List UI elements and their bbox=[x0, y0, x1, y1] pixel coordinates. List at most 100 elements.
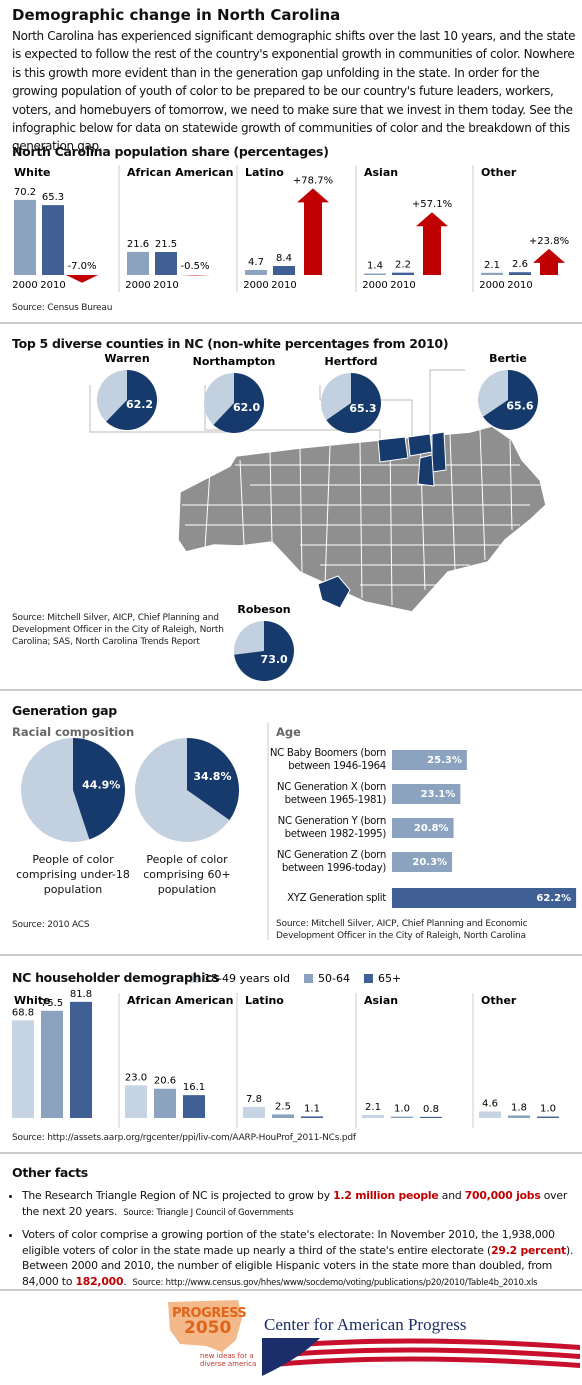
category-label: 2000 bbox=[125, 280, 150, 291]
bar bbox=[243, 1106, 265, 1118]
bar bbox=[12, 1020, 34, 1118]
value-label: 8.4 bbox=[276, 253, 292, 264]
value-label: 20.8% bbox=[414, 823, 449, 834]
bar bbox=[392, 818, 454, 838]
bar bbox=[154, 1088, 176, 1118]
legend-swatch bbox=[190, 974, 199, 983]
bar bbox=[392, 888, 577, 908]
county-lines bbox=[182, 429, 540, 606]
value-label: 2.6 bbox=[512, 259, 528, 270]
logo-text: PROGRESS bbox=[172, 1306, 247, 1321]
value-label: 2.1 bbox=[365, 1102, 381, 1113]
bar bbox=[420, 1116, 442, 1118]
value-label: 23.0 bbox=[125, 1072, 147, 1083]
value-label: 75.5 bbox=[41, 998, 63, 1009]
fact-text: 700,000 jobs bbox=[464, 1189, 541, 1202]
value-label: 2.5 bbox=[275, 1101, 291, 1112]
category-label: XYZ Generation split bbox=[287, 892, 386, 904]
pie-label: 65.3 bbox=[349, 402, 376, 415]
group-title: Asian bbox=[364, 994, 398, 1007]
bar bbox=[508, 1115, 530, 1118]
category-label: 2010 bbox=[507, 280, 532, 291]
nc-map bbox=[89, 369, 547, 613]
pie-label: 62.0 bbox=[233, 401, 260, 414]
map-dots bbox=[168, 1300, 242, 1352]
fact-list: The Research Triangle Region of NC is pr… bbox=[8, 1188, 582, 1297]
stripe bbox=[262, 1356, 580, 1368]
value-label: 21.5 bbox=[155, 239, 177, 250]
stripe bbox=[262, 1347, 580, 1359]
progress-logo bbox=[168, 1300, 242, 1352]
bar bbox=[42, 205, 64, 275]
pie-caption: People of color comprising under-18 popu… bbox=[16, 853, 130, 896]
source: Source: Mitchell Silver, AICP, Chief Pla… bbox=[12, 613, 224, 647]
fact-source: Source: http://www.census.gov/hhes/www/s… bbox=[132, 1277, 538, 1288]
fact-text: Voters of color comprise a growing porti… bbox=[22, 1228, 555, 1257]
logo-tagline: new ideas for a diverse america bbox=[200, 1352, 257, 1368]
section-title: Top 5 diverse counties in NC (non-white … bbox=[12, 336, 449, 351]
pie-title: Northampton bbox=[193, 355, 276, 368]
fact-text: ). Between 2000 and 2010, the number of … bbox=[22, 1243, 574, 1288]
fact: The Research Triangle Region of NC is pr… bbox=[22, 1188, 582, 1221]
pie-slice bbox=[483, 370, 539, 431]
category-label: 2000 bbox=[479, 280, 504, 291]
pie-slice bbox=[73, 738, 126, 840]
bar bbox=[364, 273, 386, 275]
cap-logo bbox=[262, 1338, 580, 1376]
category-label: 2000 bbox=[362, 280, 387, 291]
pie-label: 65.6 bbox=[506, 399, 533, 412]
value-label: 0.8 bbox=[423, 1104, 439, 1115]
stripe bbox=[262, 1338, 580, 1350]
group-title: Latino bbox=[245, 994, 284, 1007]
pie-label: 62.2 bbox=[126, 398, 153, 411]
legend-label: 18-49 years old bbox=[204, 972, 290, 985]
group-title: Other bbox=[481, 166, 517, 179]
pie-title: Bertie bbox=[489, 352, 527, 365]
pie-slice bbox=[326, 373, 381, 434]
value-label: 2.2 bbox=[395, 260, 411, 271]
pie-slice bbox=[213, 373, 265, 433]
change-label: -0.5% bbox=[180, 261, 209, 272]
fact-text: 1.2 million people bbox=[333, 1189, 439, 1202]
category-label: 2010 bbox=[271, 280, 296, 291]
cap-logo-text: Center for American Progress bbox=[264, 1315, 467, 1334]
section-title: North Carolina population share (percent… bbox=[12, 144, 329, 159]
value-label: 20.3% bbox=[412, 857, 447, 868]
change-arrow bbox=[66, 275, 98, 283]
value-label: 21.6 bbox=[127, 239, 149, 250]
leader-line bbox=[89, 385, 240, 433]
change-label: +23.8% bbox=[529, 236, 569, 247]
source: Source: Census Bureau bbox=[12, 303, 113, 313]
value-label: 62.2% bbox=[536, 893, 571, 904]
value-label: 25.3% bbox=[427, 755, 462, 766]
logo-year: 2050 bbox=[184, 1318, 232, 1338]
bar bbox=[481, 272, 503, 275]
pie-label: 44.9% bbox=[82, 778, 120, 791]
legend-swatch bbox=[304, 974, 313, 983]
group-title: Other bbox=[481, 994, 517, 1007]
source: Source: Mitchell Silver, AICP, Chief Pla… bbox=[276, 919, 528, 941]
value-label: 70.2 bbox=[14, 187, 36, 198]
section-title: Generation gap bbox=[12, 703, 117, 718]
pie-title: Hertford bbox=[325, 355, 378, 368]
title: Demographic change in North Carolina bbox=[12, 6, 341, 24]
fact-text: . bbox=[123, 1274, 127, 1288]
section-title: Other facts bbox=[12, 1165, 88, 1180]
pie-label: 34.8% bbox=[193, 770, 231, 783]
bar bbox=[392, 272, 414, 275]
bar bbox=[301, 1116, 323, 1118]
subtitle: Racial composition bbox=[12, 725, 135, 739]
bar bbox=[391, 1116, 413, 1118]
category-label: 2000 bbox=[243, 280, 268, 291]
fact-source: Source: Triangle J Council of Government… bbox=[123, 1207, 294, 1218]
bar bbox=[509, 272, 531, 275]
change-arrow bbox=[297, 188, 329, 275]
category-label: NC Generation Z (born between 1996-today… bbox=[276, 850, 386, 874]
value-label: 2.1 bbox=[484, 260, 500, 271]
bar bbox=[362, 1115, 384, 1118]
value-label: 1.4 bbox=[367, 261, 383, 272]
value-label: 1.0 bbox=[540, 1104, 556, 1115]
group-title: White bbox=[14, 166, 50, 179]
bar bbox=[392, 784, 461, 804]
